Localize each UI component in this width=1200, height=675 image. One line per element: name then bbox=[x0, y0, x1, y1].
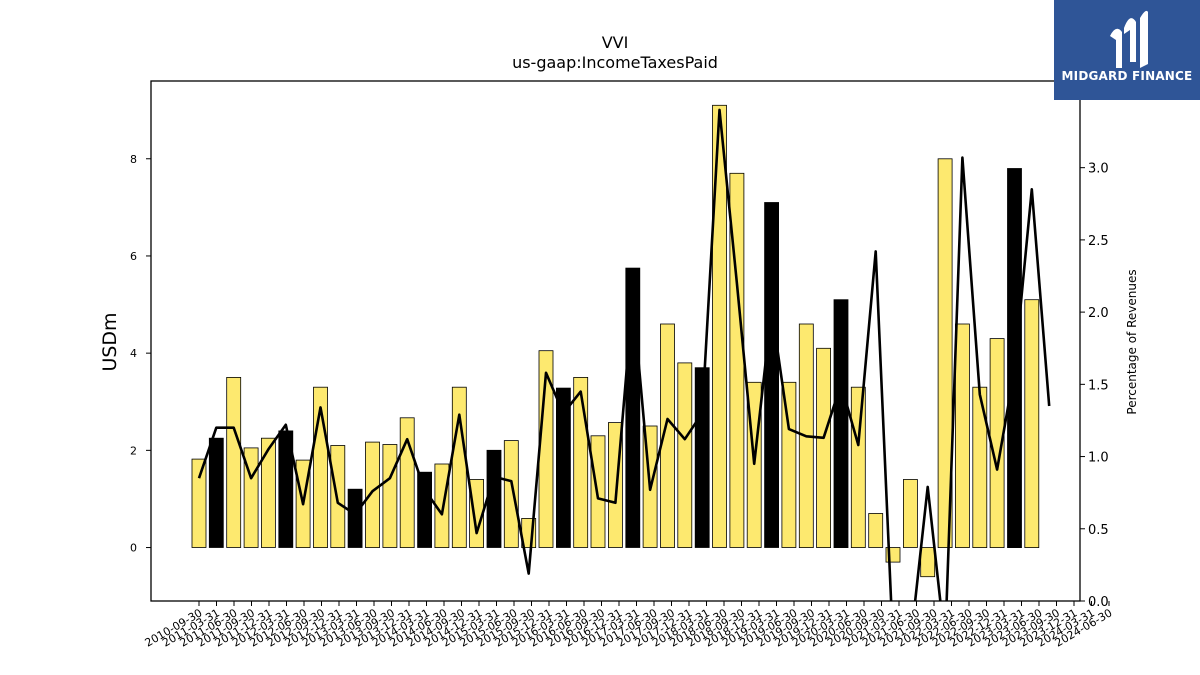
y2-tick-label: 1.5 bbox=[1088, 378, 1109, 393]
plot-frame bbox=[150, 80, 1081, 602]
y2-tick-label: 1.0 bbox=[1088, 451, 1109, 466]
bar-2020-12-31 bbox=[903, 479, 918, 548]
brand-logo: MIDGARD FINANCE bbox=[1054, 0, 1200, 100]
y-tick-label: 4 bbox=[130, 347, 137, 360]
bar-2013-09-30 bbox=[399, 417, 415, 548]
y-tick-label: 0 bbox=[130, 542, 137, 555]
bar-2019-03-31 bbox=[781, 381, 797, 548]
bar-2022-09-30 bbox=[1024, 299, 1040, 549]
bar-2015-03-31 bbox=[503, 440, 519, 548]
y2-tick-label: 3.0 bbox=[1088, 162, 1109, 177]
logo-text: MIDGARD FINANCE bbox=[1061, 69, 1193, 83]
bar-2011-03-31 bbox=[226, 376, 242, 548]
bar-2017-06-30 bbox=[660, 323, 675, 549]
bar-2013-03-31 bbox=[365, 441, 380, 549]
bar-2016-03-31 bbox=[573, 376, 589, 548]
bar-2018-12-31 bbox=[764, 202, 779, 548]
chart-subtitle: us-gaap:IncomeTaxesPaid bbox=[512, 53, 718, 72]
bar-2017-09-30 bbox=[677, 362, 693, 548]
bar-2015-12-31 bbox=[556, 387, 571, 548]
bar-2011-09-30 bbox=[260, 437, 276, 548]
bar-2010-12-31 bbox=[208, 437, 224, 548]
bar-2019-12-31 bbox=[833, 299, 849, 549]
y2-tick-label: 2.0 bbox=[1088, 306, 1109, 321]
y-tick-label: 8 bbox=[130, 153, 137, 166]
bar-2020-03-31 bbox=[850, 386, 866, 549]
bar-series bbox=[191, 104, 1040, 578]
logo-mark-icon bbox=[1110, 10, 1148, 68]
bar-2014-06-30 bbox=[451, 386, 467, 549]
bar-2021-06-30 bbox=[937, 158, 953, 548]
bar-2014-12-31 bbox=[486, 449, 502, 548]
y2-tick-label: 0.0 bbox=[1088, 595, 1109, 610]
y-tick-label: 6 bbox=[130, 250, 137, 263]
y2-axis-label: Percentage of Revenues bbox=[1125, 269, 1139, 414]
bar-2010-09-30 bbox=[191, 458, 207, 548]
bar-2019-09-30 bbox=[816, 347, 831, 548]
y2-tick-label: 0.5 bbox=[1088, 523, 1109, 538]
bar-2020-06-30 bbox=[868, 513, 884, 548]
axes: 024680.00.51.01.52.02.53.02010-09-302011… bbox=[130, 80, 1115, 650]
y2-tick-label: 2.5 bbox=[1088, 234, 1109, 249]
bar-2021-03-31 bbox=[920, 547, 936, 578]
y-tick-label: 2 bbox=[130, 444, 137, 457]
bar-2012-12-31 bbox=[347, 488, 363, 548]
y-axis-label: USDm bbox=[99, 312, 121, 371]
bar-2013-12-31 bbox=[417, 471, 433, 548]
bar-2018-03-31 bbox=[712, 104, 727, 548]
bar-2013-06-30 bbox=[382, 444, 398, 548]
chart-title: VVI bbox=[602, 33, 629, 52]
line-series bbox=[197, 108, 1051, 601]
revenue-percentage-line bbox=[197, 108, 1051, 601]
bar-2021-09-30 bbox=[955, 323, 970, 549]
bar-2017-12-31 bbox=[694, 367, 710, 548]
